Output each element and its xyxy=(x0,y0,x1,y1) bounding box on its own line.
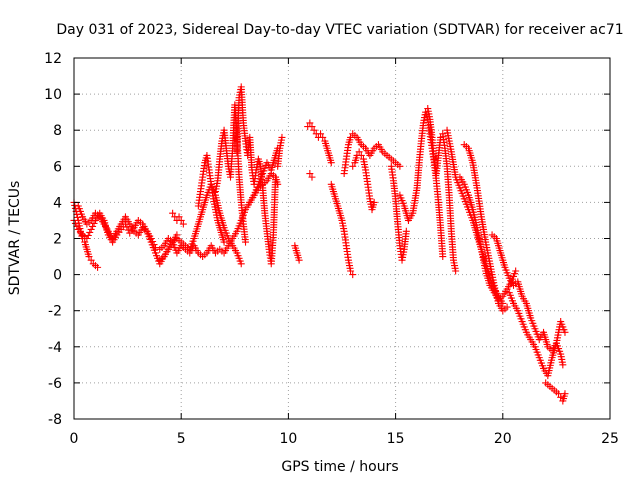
data-point xyxy=(310,126,318,134)
data-point xyxy=(169,209,177,217)
data-point xyxy=(396,162,404,170)
data-point xyxy=(357,151,365,159)
data-point xyxy=(308,123,316,131)
y-tick-label: 2 xyxy=(53,232,62,248)
data-point xyxy=(87,225,95,233)
data-point xyxy=(561,328,569,336)
y-tick-label: -2 xyxy=(48,304,62,320)
data-point xyxy=(179,220,187,228)
x-tick-label: 20 xyxy=(494,431,512,447)
x-tick-label: 10 xyxy=(279,431,297,447)
data-point xyxy=(278,133,286,141)
y-tick-label: -8 xyxy=(48,412,62,428)
data-point xyxy=(347,267,355,275)
grid xyxy=(74,58,610,419)
data-point xyxy=(71,219,79,227)
data-point xyxy=(272,173,280,181)
y-axis-label: SDTVAR / TECUs xyxy=(7,181,23,296)
data-point xyxy=(175,213,183,221)
y-tick-label: 12 xyxy=(44,51,62,67)
data-point xyxy=(308,173,316,181)
y-tick-label: 6 xyxy=(53,159,62,175)
data-point xyxy=(220,238,228,246)
data-point xyxy=(306,170,314,178)
x-axis-label: GPS time / hours xyxy=(281,459,398,475)
data-point xyxy=(242,238,250,246)
y-tick-label: 0 xyxy=(53,268,62,284)
x-tick-label: 25 xyxy=(601,431,619,447)
chart-title: Day 031 of 2023, Sidereal Day-to-day VTE… xyxy=(56,22,623,38)
data-point xyxy=(347,133,355,141)
data-point xyxy=(452,267,460,275)
x-tick-label: 0 xyxy=(70,431,79,447)
data-point xyxy=(74,213,82,221)
data-point xyxy=(94,263,102,271)
data-point xyxy=(295,256,303,264)
data-point xyxy=(349,271,357,279)
data-point xyxy=(503,303,511,311)
data-point xyxy=(370,198,378,206)
data-point xyxy=(512,267,520,275)
data-point xyxy=(83,235,91,242)
data-point xyxy=(559,361,567,369)
data-point xyxy=(319,133,327,141)
data-point xyxy=(306,119,314,127)
data-points xyxy=(70,83,569,405)
y-tick-label: 8 xyxy=(53,123,62,139)
data-point xyxy=(73,222,81,230)
data-point xyxy=(71,201,79,209)
y-tick-label: -6 xyxy=(48,376,62,392)
data-point xyxy=(86,228,94,236)
y-tick-label: 4 xyxy=(53,195,62,211)
data-point xyxy=(355,148,363,156)
data-point xyxy=(177,216,185,224)
data-point xyxy=(317,130,325,138)
x-tick-label: 15 xyxy=(387,431,405,447)
data-point xyxy=(349,162,357,170)
data-point xyxy=(87,256,95,264)
data-point xyxy=(237,260,245,268)
data-point xyxy=(89,222,97,230)
x-tick-label: 5 xyxy=(177,431,186,447)
data-point xyxy=(327,159,335,167)
data-point xyxy=(85,253,93,261)
data-point xyxy=(439,253,447,261)
data-point xyxy=(561,390,569,398)
axis-ticks: 0 5 10 15 20 25 -8 -6 -4 -2 0 2 4 6 8 10 12 xyxy=(44,51,619,447)
data-point xyxy=(555,390,563,398)
data-point xyxy=(402,227,410,235)
data-point xyxy=(84,231,92,239)
y-tick-label: -4 xyxy=(48,340,62,356)
y-tick-label: 10 xyxy=(44,87,62,103)
